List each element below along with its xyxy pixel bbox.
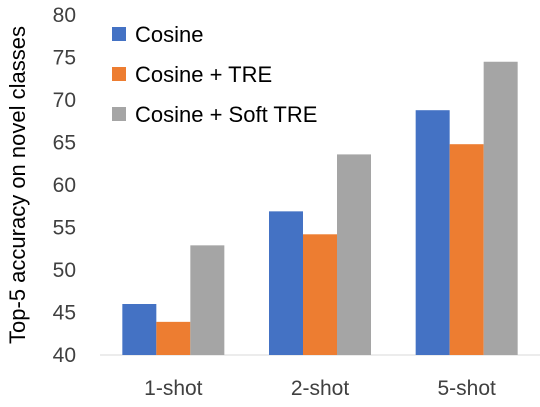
y-tick-label: 75 [53,47,76,70]
bar [190,245,225,355]
y-tick-label: 45 [53,302,76,325]
y-tick-label: 65 [53,132,76,155]
y-tick-label: 70 [53,89,76,112]
bar [303,234,337,355]
y-tick-label: 50 [53,259,76,282]
legend-label: Cosine + TRE [135,62,272,87]
bars [122,61,518,355]
y-tick-label: 60 [53,174,76,197]
x-tick-label: 2-shot [291,377,350,400]
y-axis-label: Top-5 accuracy on novel classes [5,26,30,344]
y-axis-ticks: 40 45 50 55 60 65 70 75 80 [53,4,76,367]
x-tick-label: 1-shot [144,377,203,400]
legend-swatch [112,27,126,41]
x-axis-ticks: 1-shot 2-shot 5-shot [144,377,496,400]
bar [156,321,191,355]
legend: Cosine Cosine + TRE Cosine + Soft TRE [112,22,317,127]
bar [415,110,450,355]
bar [337,154,371,355]
x-tick-label: 5-shot [437,377,496,400]
bar [483,61,518,355]
legend-swatch [112,67,126,81]
y-tick-label: 80 [53,4,76,27]
legend-label: Cosine [135,22,203,47]
y-tick-label: 40 [53,344,76,367]
bar [269,211,303,355]
legend-swatch [112,107,126,121]
bar [122,304,157,355]
legend-label: Cosine + Soft TRE [135,102,317,127]
y-tick-label: 55 [53,217,76,240]
bar [449,144,484,355]
